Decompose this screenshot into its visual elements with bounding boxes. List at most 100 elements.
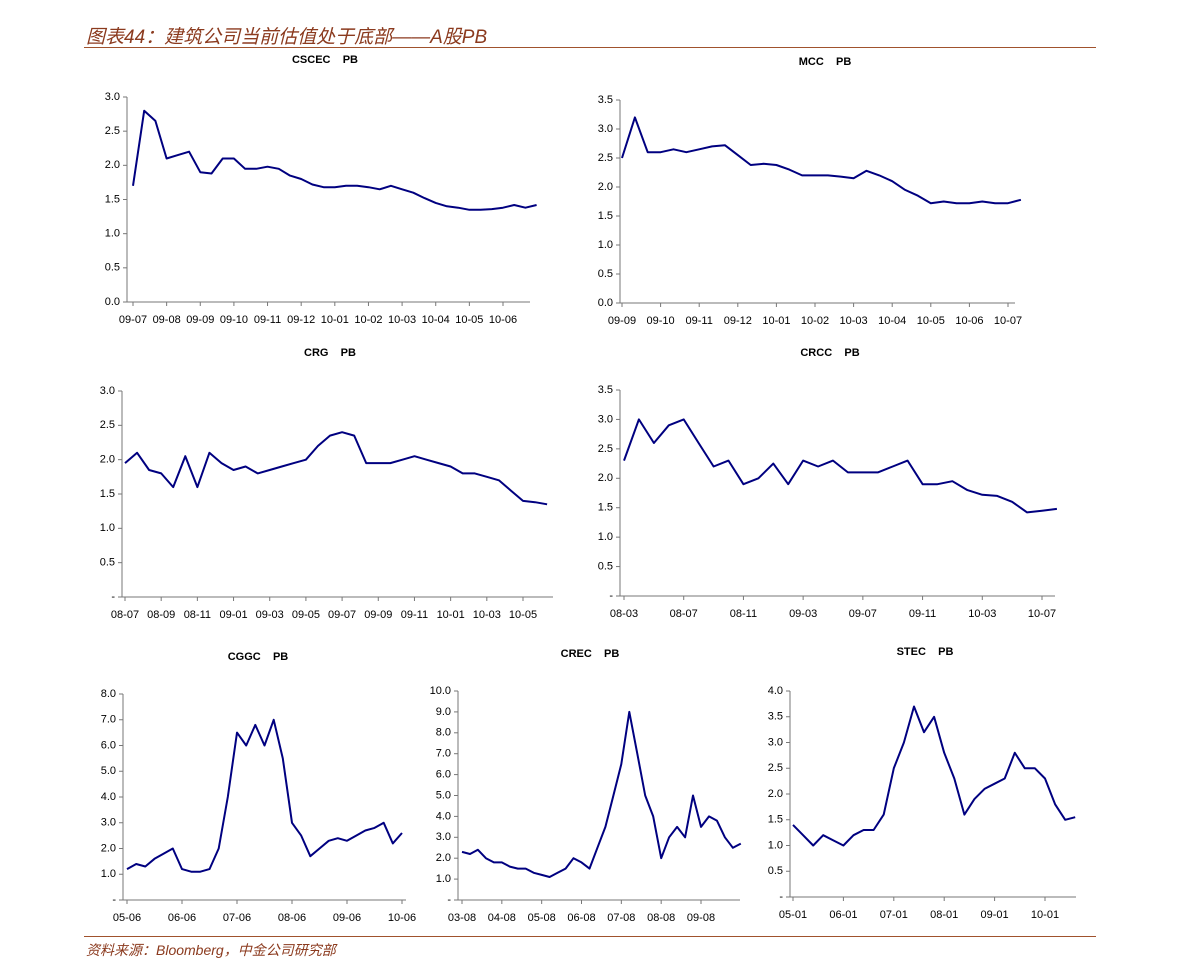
y-tick-label: 1.0 bbox=[101, 868, 116, 880]
y-tick-label: - bbox=[779, 891, 783, 903]
y-tick-label: 0.5 bbox=[598, 268, 613, 280]
x-tick-label: 10-05 bbox=[455, 314, 483, 326]
y-tick-label: 3.0 bbox=[598, 413, 613, 425]
y-tick-label: 2.0 bbox=[105, 159, 120, 171]
y-tick-label: 1.0 bbox=[436, 873, 451, 885]
x-tick-label: 04-08 bbox=[488, 912, 516, 924]
x-tick-label: 09-11 bbox=[686, 315, 713, 327]
x-tick-label: 09-03 bbox=[789, 608, 817, 620]
y-tick-label: 2.5 bbox=[598, 443, 613, 455]
x-tick-label: 09-07 bbox=[119, 314, 147, 326]
x-tick-label: 09-12 bbox=[724, 315, 752, 327]
chart-title: STEC PB bbox=[897, 646, 954, 658]
y-tick-label: 2.0 bbox=[598, 181, 613, 193]
chart-title: CRCC PB bbox=[800, 347, 859, 359]
y-tick-label: 3.5 bbox=[768, 711, 783, 723]
x-tick-label: 09-08 bbox=[687, 912, 715, 924]
y-tick-label: 1.5 bbox=[598, 210, 613, 222]
pb-line bbox=[461, 710, 742, 878]
y-tick-label: 1.5 bbox=[100, 488, 115, 500]
x-tick-label: 08-01 bbox=[930, 909, 958, 921]
figure-title: 图表44：建筑公司当前估值处于底部——A股PB bbox=[86, 27, 488, 48]
x-tick-label: 10-02 bbox=[801, 315, 829, 327]
x-tick-label: 10-06 bbox=[489, 314, 517, 326]
x-tick-label: 08-09 bbox=[147, 609, 175, 621]
x-tick-label: 09-12 bbox=[287, 314, 315, 326]
x-tick-label: 09-05 bbox=[292, 609, 320, 621]
y-tick-label: 2.5 bbox=[768, 762, 783, 774]
x-tick-label: 09-11 bbox=[254, 314, 281, 326]
y-tick-label: 10.0 bbox=[430, 685, 451, 697]
y-tick-label: - bbox=[447, 894, 451, 906]
x-tick-label: 09-01 bbox=[981, 909, 1009, 921]
rule bbox=[84, 936, 1096, 937]
y-tick-label: 2.5 bbox=[105, 125, 120, 137]
x-tick-label: 10-03 bbox=[388, 314, 416, 326]
y-tick-label: 0.0 bbox=[598, 297, 613, 309]
y-tick-label: 0.0 bbox=[105, 296, 120, 308]
y-tick-label: 3.0 bbox=[100, 385, 115, 397]
x-tick-label: 09-08 bbox=[153, 314, 181, 326]
x-tick-label: 09-11 bbox=[401, 609, 428, 621]
y-tick-label: 5.0 bbox=[101, 765, 116, 777]
x-tick-label: 10-06 bbox=[955, 315, 983, 327]
y-tick-label: 2.5 bbox=[100, 419, 115, 431]
source: 资料来源：Bloomberg，中金公司研究部 bbox=[86, 942, 336, 958]
x-tick-label: 10-07 bbox=[1028, 608, 1056, 620]
chart-title: MCC PB bbox=[799, 56, 852, 68]
y-tick-label: 2.0 bbox=[768, 788, 783, 800]
y-tick-label: 8.0 bbox=[436, 727, 451, 739]
y-tick-label: 2.0 bbox=[100, 454, 115, 466]
x-tick-label: 10-02 bbox=[354, 314, 382, 326]
y-tick-label: 6.0 bbox=[436, 769, 451, 781]
x-tick-label: 03-08 bbox=[448, 912, 476, 924]
pb-line bbox=[792, 705, 1076, 847]
x-tick-label: 09-09 bbox=[364, 609, 392, 621]
x-tick-label: 09-06 bbox=[333, 912, 361, 924]
y-tick-label: 3.0 bbox=[598, 123, 613, 135]
y-tick-label: 4.0 bbox=[101, 791, 116, 803]
y-tick-label: 3.5 bbox=[598, 94, 613, 106]
y-tick-label: 4.0 bbox=[768, 685, 783, 697]
y-tick-label: 3.0 bbox=[101, 817, 116, 829]
rule bbox=[84, 47, 1096, 48]
y-tick-label: 1.5 bbox=[105, 193, 120, 205]
x-tick-label: 06-08 bbox=[567, 912, 595, 924]
x-tick-label: 08-11 bbox=[184, 609, 211, 621]
y-tick-label: 0.5 bbox=[768, 865, 783, 877]
x-tick-label: 10-07 bbox=[994, 315, 1022, 327]
x-tick-label: 09-10 bbox=[647, 315, 675, 327]
y-tick-label: 9.0 bbox=[436, 706, 451, 718]
x-tick-label: 10-04 bbox=[422, 314, 450, 326]
chart-title: CSCEC PB bbox=[292, 54, 358, 66]
x-tick-label: 09-09 bbox=[186, 314, 214, 326]
x-tick-label: 09-07 bbox=[328, 609, 356, 621]
x-tick-label: 10-01 bbox=[437, 609, 465, 621]
y-tick-label: 0.5 bbox=[598, 560, 613, 572]
x-tick-label: 09-09 bbox=[608, 315, 636, 327]
y-tick-label: 1.0 bbox=[105, 228, 120, 240]
x-tick-label: 10-01 bbox=[762, 315, 790, 327]
x-tick-label: 10-04 bbox=[878, 315, 906, 327]
y-tick-label: 1.0 bbox=[768, 839, 783, 851]
y-tick-label: - bbox=[112, 894, 116, 906]
pb-line bbox=[623, 418, 1058, 514]
x-tick-label: 09-07 bbox=[849, 608, 877, 620]
pb-line bbox=[132, 109, 537, 211]
y-tick-label: 1.0 bbox=[100, 522, 115, 534]
y-tick-label: 1.0 bbox=[598, 239, 613, 251]
y-tick-label: 8.0 bbox=[101, 688, 116, 700]
x-tick-label: 09-03 bbox=[256, 609, 284, 621]
y-tick-label: 3.0 bbox=[105, 91, 120, 103]
x-tick-label: 09-01 bbox=[219, 609, 247, 621]
y-tick-label: - bbox=[609, 590, 613, 602]
x-tick-label: 09-10 bbox=[220, 314, 248, 326]
pb-line bbox=[621, 116, 1022, 205]
y-tick-label: 4.0 bbox=[436, 810, 451, 822]
x-tick-label: 08-07 bbox=[111, 609, 139, 621]
y-tick-label: 2.5 bbox=[598, 152, 613, 164]
x-tick-label: 05-08 bbox=[528, 912, 556, 924]
chart-title: CREC PB bbox=[561, 648, 620, 660]
y-tick-label: 7.0 bbox=[101, 714, 116, 726]
